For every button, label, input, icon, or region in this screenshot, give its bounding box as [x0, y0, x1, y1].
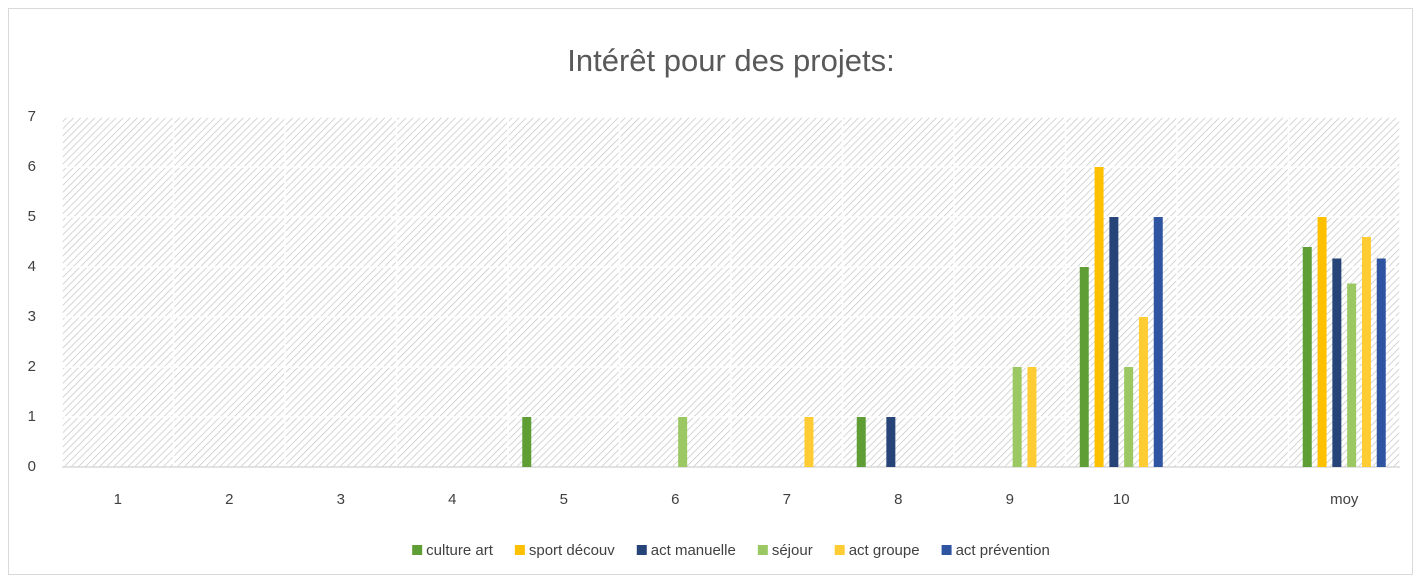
y-tick-label: 4: [28, 258, 36, 275]
x-tick-label: 3: [337, 491, 345, 508]
y-tick-label: 1: [28, 408, 36, 425]
chart-title: Intérêt pour des projets:: [567, 43, 894, 78]
x-tick-label: 7: [783, 491, 791, 508]
y-tick-label: 7: [28, 108, 36, 125]
legend-label: act groupe: [849, 542, 920, 559]
bar: [1376, 258, 1386, 467]
legend-swatch: [412, 545, 423, 555]
legend-swatch: [757, 545, 768, 555]
legend-swatch: [834, 545, 845, 555]
x-tick-label: moy: [1330, 491, 1359, 508]
bar: [1027, 367, 1037, 467]
bar: [1138, 317, 1148, 467]
bar: [678, 417, 688, 467]
legend-label: sport découv: [529, 542, 615, 559]
legend-label: culture art: [426, 542, 494, 559]
bar: [856, 417, 866, 467]
x-tick-label: 9: [1006, 491, 1014, 508]
bar: [1012, 367, 1022, 467]
legend-label: act prévention: [956, 542, 1050, 559]
y-tick-label: 2: [28, 358, 36, 375]
bar: [1302, 247, 1312, 467]
x-tick-label: 5: [560, 491, 568, 508]
legend-label: act manuelle: [651, 542, 736, 559]
x-tick-label: 1: [114, 491, 122, 508]
y-tick-label: 0: [28, 458, 36, 475]
x-tick-label: 4: [448, 491, 456, 508]
bar: [1094, 167, 1104, 467]
x-tick-label: 2: [225, 491, 233, 508]
legend-swatch: [514, 545, 525, 555]
bar: [1317, 217, 1327, 467]
y-tick-label: 3: [28, 308, 36, 325]
x-tick-label: 10: [1113, 491, 1130, 508]
x-tick-label: 6: [671, 491, 679, 508]
bar: [1124, 367, 1134, 467]
bar: [522, 417, 532, 467]
bar: [1347, 283, 1357, 467]
x-tick-label: 8: [894, 491, 902, 508]
bar: [804, 417, 814, 467]
y-tick-label: 6: [28, 158, 36, 175]
bar: [1079, 267, 1089, 467]
legend-swatch: [636, 545, 647, 555]
legend-label: séjour: [772, 542, 813, 559]
bar: [1109, 217, 1119, 467]
bar: [1361, 237, 1371, 467]
legend-swatch: [941, 545, 952, 555]
bar: [886, 417, 896, 467]
bar: [1332, 258, 1342, 467]
bar: [1153, 217, 1163, 467]
y-tick-label: 5: [28, 208, 36, 225]
